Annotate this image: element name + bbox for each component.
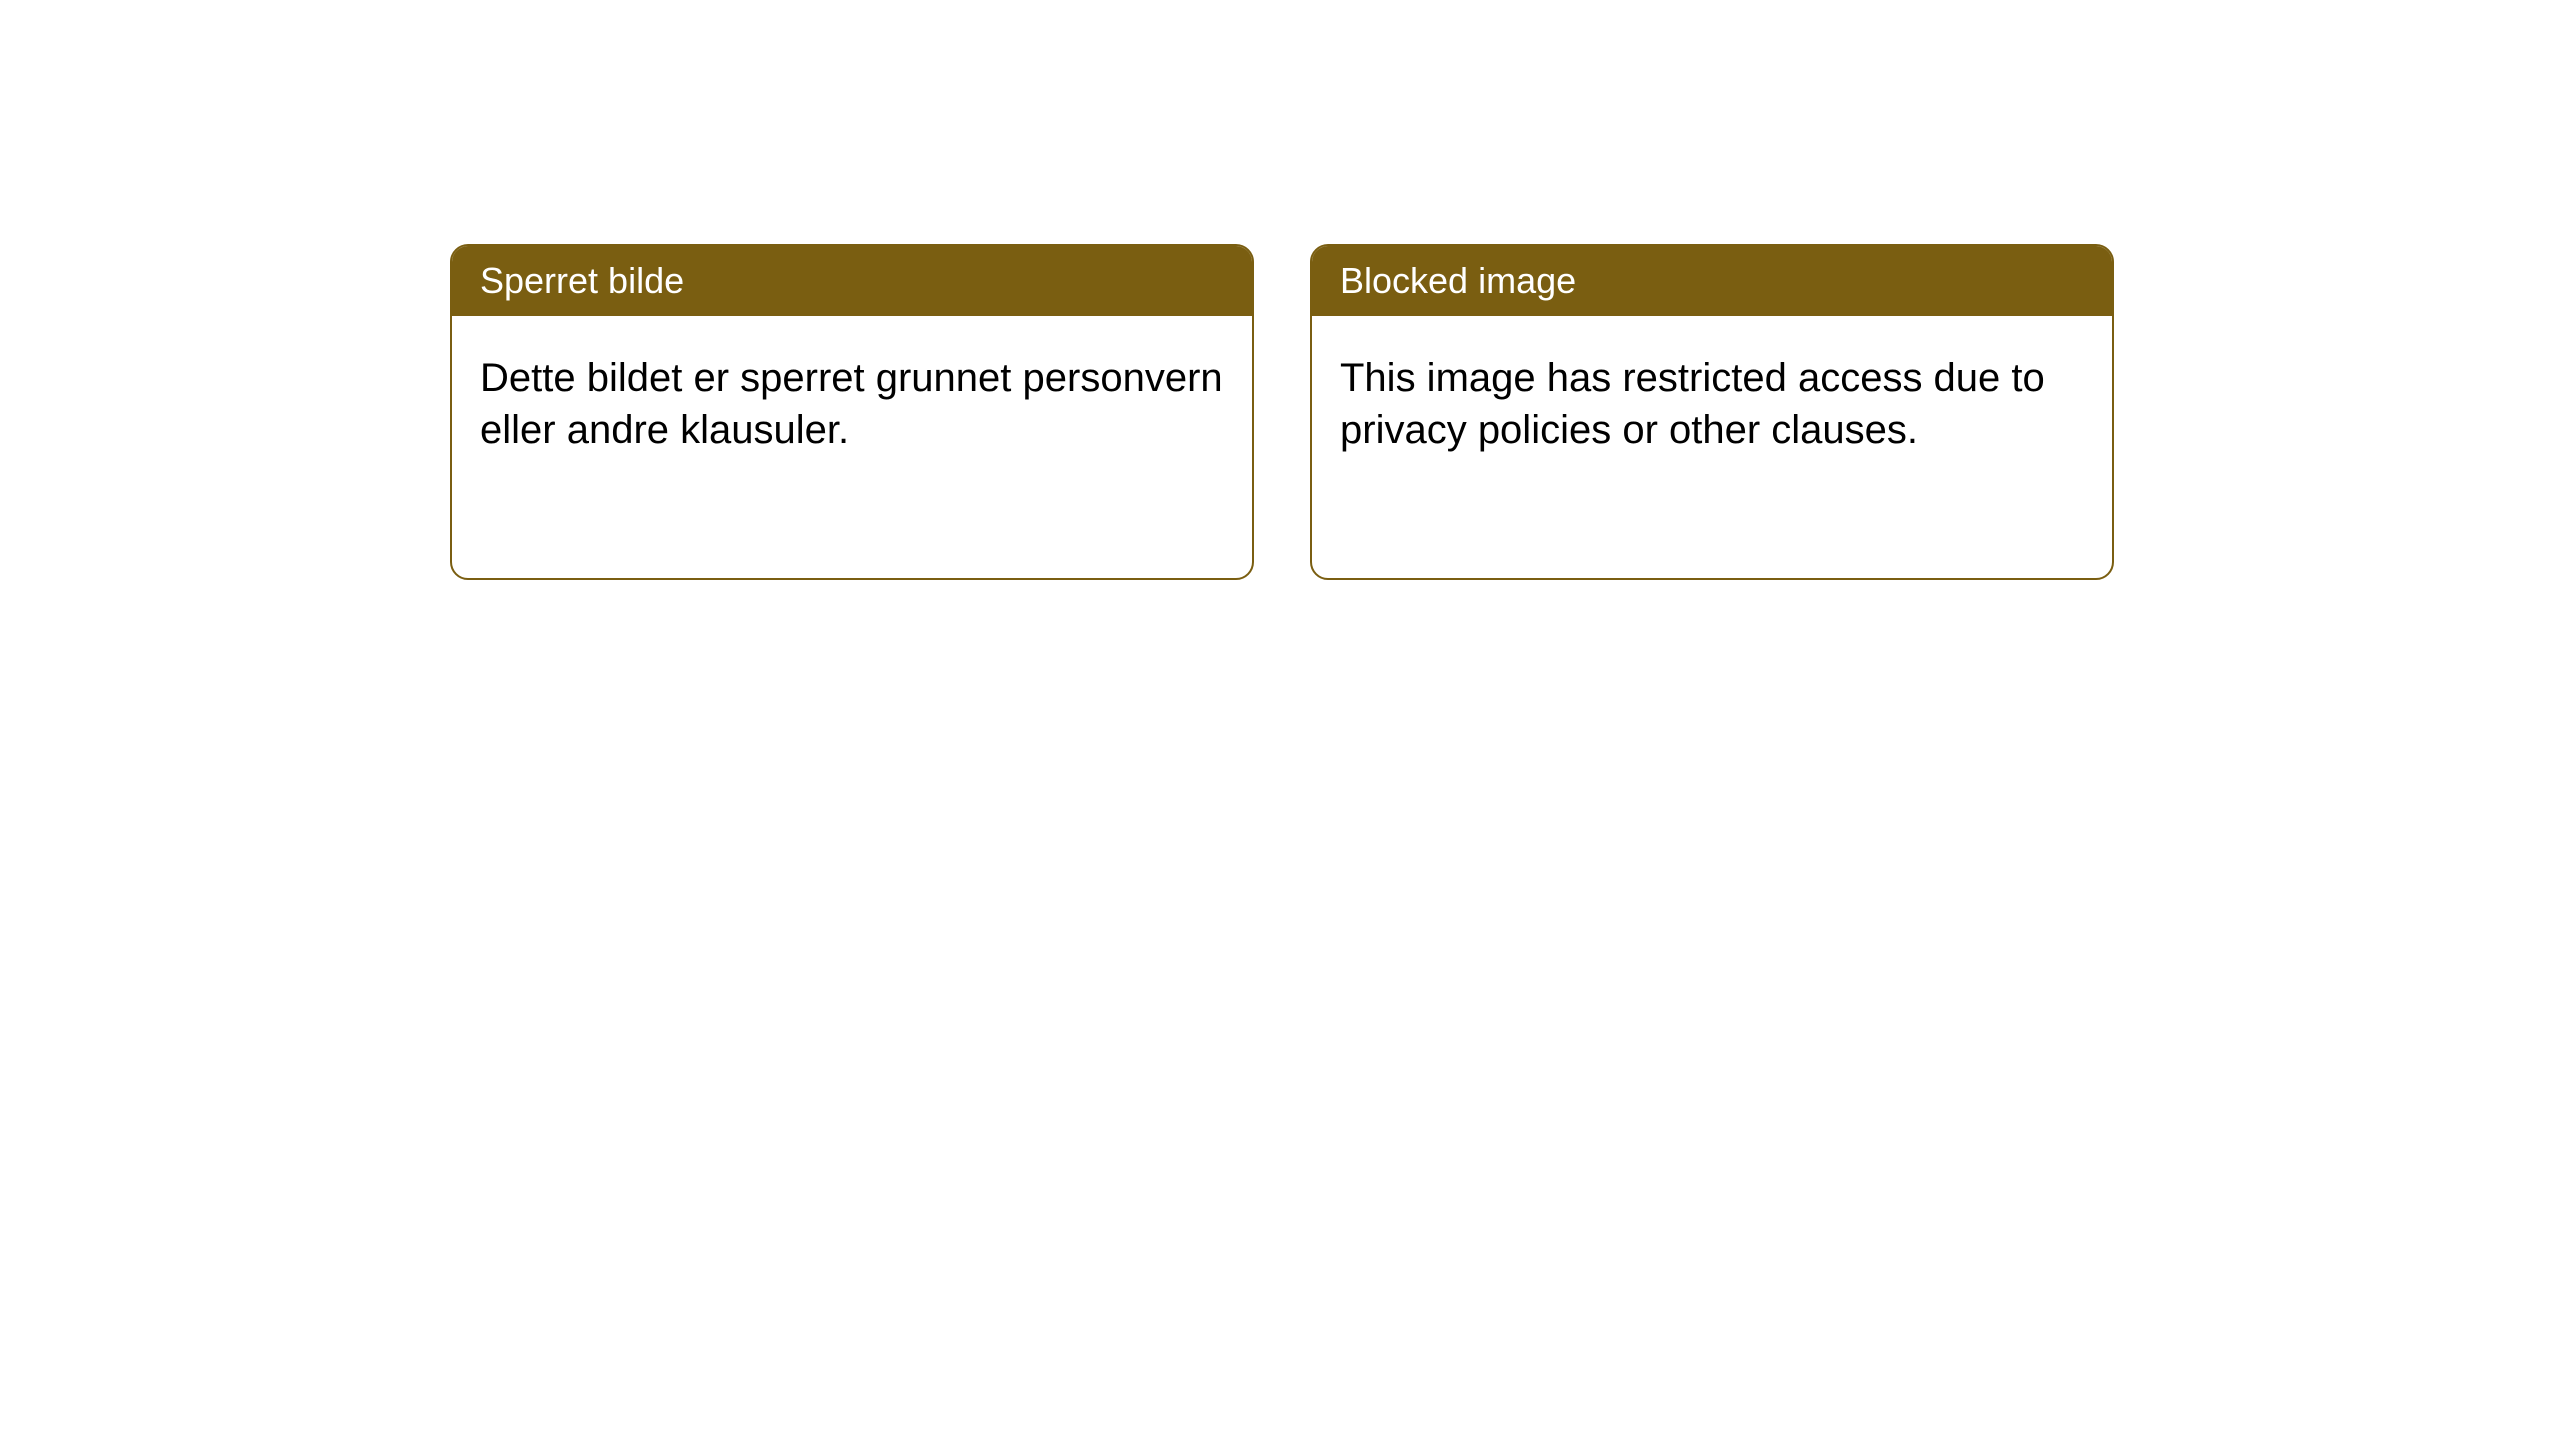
card-header: Blocked image (1312, 246, 2112, 316)
card-body: This image has restricted access due to … (1312, 316, 2112, 492)
blocked-image-cards: Sperret bilde Dette bildet er sperret gr… (450, 244, 2114, 580)
blocked-image-card-norwegian: Sperret bilde Dette bildet er sperret gr… (450, 244, 1254, 580)
card-header: Sperret bilde (452, 246, 1252, 316)
blocked-image-card-english: Blocked image This image has restricted … (1310, 244, 2114, 580)
card-body: Dette bildet er sperret grunnet personve… (452, 316, 1252, 492)
